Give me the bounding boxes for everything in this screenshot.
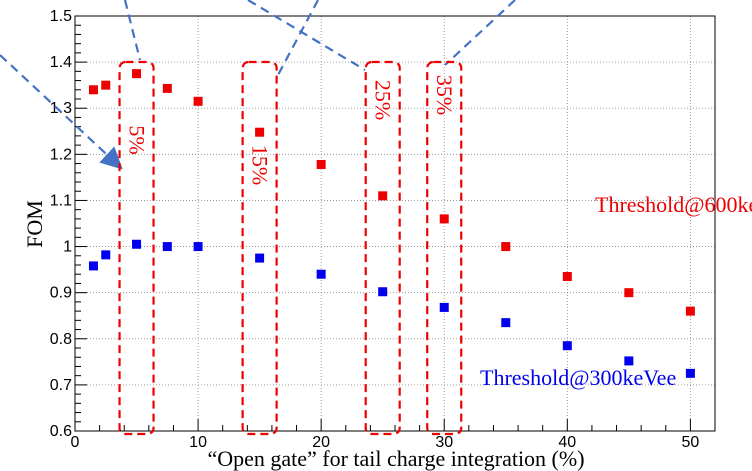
y-tick-label: 1.2 [50,146,72,163]
y-tick-label: 1 [63,239,72,256]
x-tick-label: 40 [558,434,576,451]
series-label-600: Threshold@600keVee [595,192,752,217]
y-tick-label: 1.5 [50,8,72,25]
grid-lines [75,16,715,431]
data-point [562,341,572,351]
highlight-box-label: 25% [371,80,396,120]
callout-line-25 [247,0,366,71]
data-point [132,239,142,249]
y-tick-label: 1.4 [50,54,72,71]
x-tick-label: 50 [681,434,699,451]
data-point [624,356,634,366]
data-point [88,85,98,95]
highlight-box [426,60,463,436]
data-point [685,368,695,378]
x-tick-label: 0 [71,434,80,451]
highlight-box [241,60,278,436]
data-point [132,69,142,79]
highlight-box [364,60,401,436]
data-point [378,287,388,297]
data-point [501,318,511,328]
data-point [501,242,511,252]
data-point [439,214,449,224]
callout-line-35 [444,0,516,66]
data-point [685,306,695,316]
series-label-300: Threshold@300keVee [480,365,676,390]
data-point [162,242,172,252]
highlight-box-label: 35% [432,75,457,115]
x-tick-label: 30 [435,434,453,451]
data-point [378,191,388,201]
highlight-box-label: 15% [248,145,273,185]
callout-line-5-percent [0,54,123,170]
highlight-box-label: 5% [125,125,150,154]
x-axis-ticks: 0 10 20 30 40 50 [71,419,716,451]
data-point [316,269,326,279]
y-axis-title: FOM [22,200,47,248]
data-points [88,69,695,378]
data-point [255,253,265,263]
y-tick-label: 1.3 [50,100,72,117]
callout-line-5-top [123,0,142,61]
data-point [316,159,326,169]
y-tick-label: 0.9 [50,285,72,302]
data-point [101,250,111,260]
data-point [88,261,98,271]
data-point [101,80,111,90]
highlight-box [118,60,155,436]
data-point [439,302,449,312]
y-tick-label: 0.7 [50,377,72,394]
data-point [162,83,172,93]
y-axis-ticks: 0.6 0.7 0.8 0.9 1 1.1 1.2 1.3 1.4 1.5 [50,8,87,440]
x-tick-label: 20 [312,434,330,451]
data-point [193,242,203,252]
callout-lines [0,0,516,170]
x-tick-label: 10 [189,434,207,451]
y-tick-label: 0.8 [50,331,72,348]
highlight-boxes: 5% 15% 25% 35% [118,60,463,436]
y-tick-label: 0.6 [50,423,72,440]
callout-line-15 [277,0,319,76]
data-point [624,288,634,298]
data-point [255,127,265,137]
y-tick-label: 1.1 [50,192,72,209]
x-axis-title: “Open gate” for tail charge integration … [207,446,584,471]
data-point [562,272,572,282]
data-point [193,96,203,106]
